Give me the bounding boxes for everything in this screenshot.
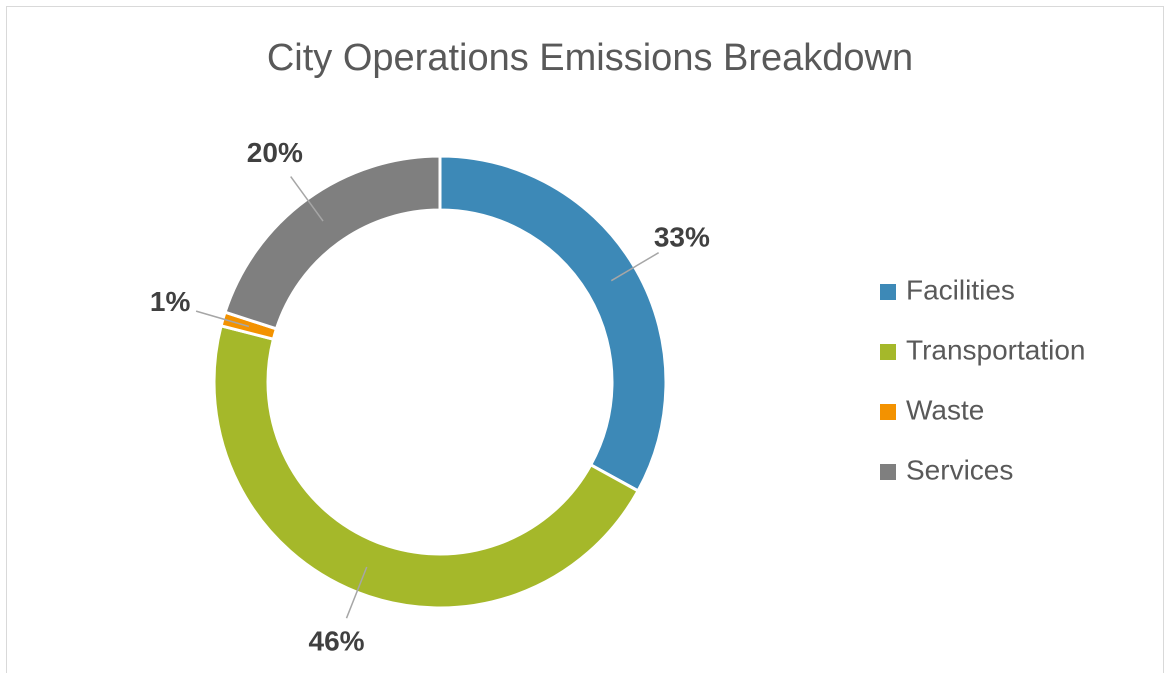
data-label: 1% bbox=[150, 286, 191, 317]
legend-label: Facilities bbox=[906, 274, 1015, 305]
legend-swatch bbox=[880, 344, 896, 360]
legend-swatch bbox=[880, 284, 896, 300]
legend-label: Transportation bbox=[906, 334, 1086, 365]
legend-label: Services bbox=[906, 454, 1013, 485]
donut-slice bbox=[438, 154, 668, 493]
donut-slice bbox=[212, 323, 641, 610]
legend-swatch bbox=[880, 404, 896, 420]
chart-frame bbox=[6, 6, 1164, 673]
leader-line bbox=[610, 252, 660, 282]
legend-label: Waste bbox=[906, 394, 984, 425]
data-label: 33% bbox=[654, 221, 710, 252]
leader-line bbox=[290, 176, 324, 222]
data-label: 20% bbox=[247, 137, 303, 168]
leader-line bbox=[195, 310, 250, 328]
donut-slice bbox=[223, 154, 442, 331]
leader-line bbox=[345, 566, 368, 619]
data-label: 46% bbox=[309, 626, 365, 657]
legend-swatch bbox=[880, 464, 896, 480]
chart-title: City Operations Emissions Breakdown bbox=[267, 37, 913, 79]
